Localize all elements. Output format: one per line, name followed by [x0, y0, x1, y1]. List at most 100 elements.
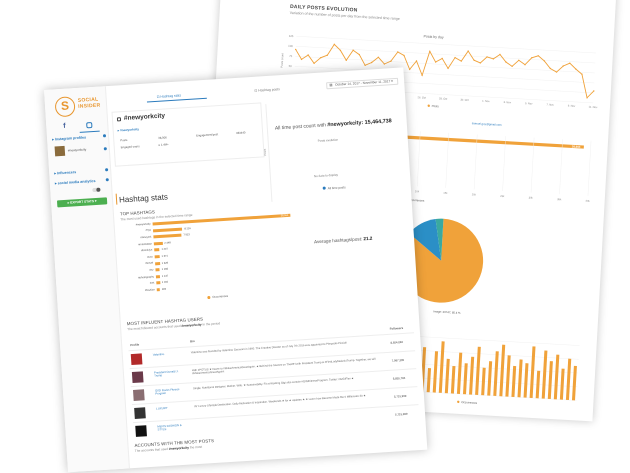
pie-slice-video [409, 219, 442, 261]
bar-value-label: 7 913 [183, 233, 190, 237]
engaged-users-value: ▸ 1.4M+ [158, 142, 169, 147]
followers-count: 7,997,305 [391, 357, 405, 363]
x-tick-label: 3. Nov [503, 100, 511, 104]
posts-point [575, 68, 577, 70]
occurrence-column [426, 368, 432, 393]
posts-point [447, 67, 449, 70]
sidebar-section-instagram[interactable]: ▸ Instagram profiles [52, 135, 87, 142]
profile-name-link[interactable]: MEN'S FASHION & STYLE [157, 423, 182, 432]
posts-evolution-label: Posts evolution [317, 137, 339, 143]
profile-avatar[interactable] [130, 353, 143, 366]
facebook-icon[interactable]: f [63, 122, 66, 130]
tab-hashtag-stats[interactable]: ⊡ Hashtag stats [156, 93, 182, 99]
influencers-dot [105, 168, 109, 172]
user-email: samuel.guy@gmail.com [472, 121, 503, 127]
posts-point [499, 53, 501, 56]
bar-nyc[interactable] [152, 227, 183, 233]
engagement-label: Engagement/post [196, 132, 219, 138]
posts-point [403, 54, 405, 57]
bar-brooklyn[interactable] [154, 248, 160, 252]
bar-usa[interactable] [154, 255, 160, 259]
socialinsider-logo[interactable]: S [54, 96, 76, 118]
export-stats-button[interactable]: ▸ EXPORT STATS ▾ [56, 197, 108, 208]
bar-value-label: 1 137 [161, 274, 169, 278]
pie-label: Image: 39747; 85.4 % [433, 309, 461, 315]
col-followers[interactable]: Followers [389, 325, 404, 331]
profile-avatar[interactable] [133, 389, 145, 401]
front-report-page: S SOCIAL INSIDER f ▸ Instagram profiles … [44, 67, 428, 473]
gridline [294, 66, 595, 84]
instagram-icon[interactable] [86, 122, 93, 129]
posts-point [505, 61, 507, 63]
date-range-picker[interactable]: October 14, 2017 - November 11, 2017 ▾ [326, 77, 399, 90]
hashtag-stats-heading: Hashtag stats [118, 192, 169, 205]
no-data-message: No data to display [313, 172, 339, 179]
posts-point [408, 68, 411, 71]
engagement-value: 383440 [235, 130, 246, 136]
sidebar-section-influencers[interactable]: ▸ Influencers [54, 170, 77, 176]
y-tick-label: 50 [289, 64, 293, 68]
main-content: ⊡ Hashtag stats ⊡ Hashtag posts October … [106, 67, 427, 468]
occurrence-column [456, 352, 463, 394]
pie-slice-carousel [435, 218, 444, 261]
bar-travel[interactable] [155, 261, 160, 265]
posts-point [524, 63, 526, 66]
bar-manhattan[interactable] [153, 241, 163, 246]
posts-point [549, 67, 552, 70]
posts-point [460, 60, 462, 62]
gridline [417, 131, 421, 187]
hbar-legend-label: Occurrences [408, 198, 425, 203]
posts-point [537, 55, 539, 57]
hbar-tick-label: 40k [585, 199, 590, 203]
tab-hashtag-posts[interactable]: ⊡ Hashtag posts [254, 87, 281, 93]
line-y-axis-label: Posts count [280, 53, 285, 68]
posts-point [434, 61, 437, 63]
occurrence-column [571, 365, 577, 401]
profile-name[interactable]: #newyorkcity [67, 147, 87, 153]
occurrence-column [541, 350, 548, 399]
social-analytics-dot [105, 178, 109, 182]
posts-point [390, 60, 392, 62]
posts-point [352, 49, 354, 51]
gridline [295, 46, 596, 64]
posts-point [429, 50, 431, 53]
posts-point [511, 65, 513, 68]
posts-point [586, 97, 588, 99]
y-tick-label: 125 [289, 34, 294, 38]
gridline [473, 134, 478, 190]
sidebar-toggle[interactable] [92, 187, 101, 193]
bar-photography[interactable] [155, 274, 160, 279]
bar-fashion[interactable] [156, 288, 161, 292]
hashtag-occurrence-value: 38,964 [572, 144, 581, 148]
section-accent-bar [115, 193, 118, 205]
posts-point [486, 56, 488, 58]
posts-point [569, 62, 571, 64]
all-time-posts-legend[interactable]: All time posts [323, 185, 346, 190]
hbar-tick-label: 15k [443, 191, 448, 195]
profile-avatar[interactable] [134, 407, 146, 419]
posts-point [313, 62, 315, 64]
bar-label: #nyc [145, 228, 152, 233]
bar-ny[interactable] [155, 268, 160, 272]
profile-name-link[interactable]: LUXURY [156, 405, 168, 411]
bar-label: #manhattan [138, 242, 152, 246]
col-profile[interactable]: Profile [130, 342, 140, 348]
profile-avatar[interactable] [135, 425, 147, 437]
occurrence-column [517, 359, 523, 398]
profile-name-link[interactable]: Valentino [152, 351, 165, 357]
instagram-section-dot [102, 134, 107, 138]
posts-point [441, 57, 443, 60]
col-bio[interactable]: Bio [189, 339, 195, 344]
profile-thumbnail[interactable] [54, 145, 66, 157]
y-tick-label: 75 [289, 54, 293, 58]
line-legend-label: Posts [432, 104, 440, 108]
profile-avatar[interactable] [131, 371, 144, 384]
profile-name-link[interactable]: President Donald J. Trump [153, 369, 179, 379]
bar-newyork[interactable] [153, 233, 182, 239]
sidebar-section-social-analytics[interactable]: ▸ social media analytics [54, 178, 96, 186]
gridline [530, 137, 535, 193]
bar-art[interactable] [156, 281, 160, 285]
occurrence-column [523, 363, 529, 398]
profile-name-link[interactable]: GIGI Rocks Fitness Program [154, 387, 180, 397]
